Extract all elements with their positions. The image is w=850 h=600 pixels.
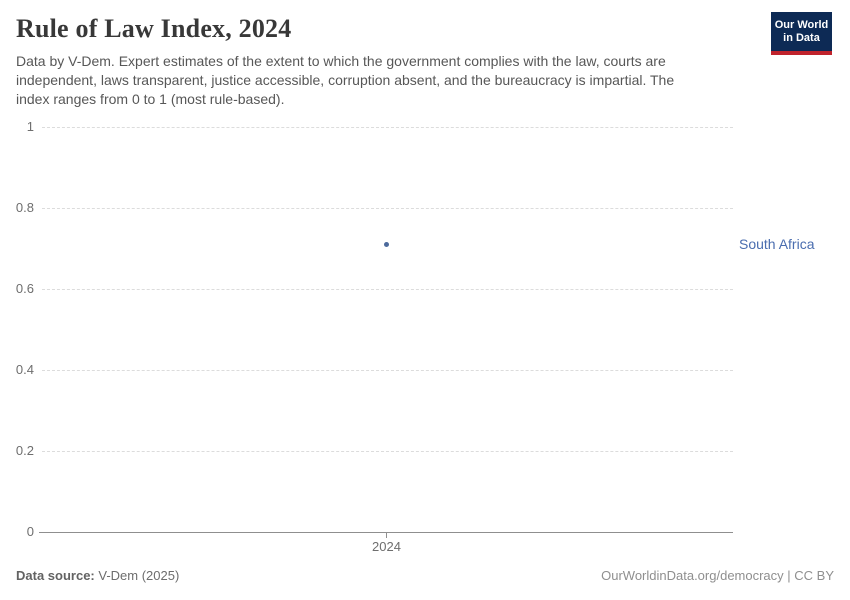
chart-subtitle-line: Data by V-Dem. Expert estimates of the e… <box>16 53 666 69</box>
chart-title: Rule of Law Index, 2024 <box>16 14 292 43</box>
gridline <box>42 127 733 128</box>
y-axis-tick-label: 0.8 <box>15 200 34 215</box>
gridline <box>42 451 733 452</box>
y-axis-tick-label: 1 <box>26 119 34 134</box>
data-point-south-africa[interactable] <box>384 241 389 247</box>
chart-subtitle-line: independent, laws transparent, justice a… <box>16 72 675 88</box>
entity-label-south-africa[interactable]: South Africa <box>739 236 815 253</box>
y-axis-tick-label: 0 <box>26 524 34 539</box>
gridline <box>42 208 733 209</box>
gridline <box>42 370 733 371</box>
x-axis-tick-mark <box>386 532 387 538</box>
data-source-value: V-Dem (2025) <box>94 568 180 583</box>
owid-logo[interactable]: Our World in Data <box>771 12 832 55</box>
owid-logo-text-line2: in Data <box>783 31 820 44</box>
x-axis-tick-label: 2024 <box>372 539 401 554</box>
attribution-link[interactable]: OurWorldinData.org/democracy | CC BY <box>601 568 834 583</box>
y-axis-tick-label: 0.2 <box>15 443 34 458</box>
y-axis-tick-label: 0.4 <box>15 362 34 377</box>
gridline <box>42 289 733 290</box>
chart-subtitle-line: index ranges from 0 to 1 (most rule-base… <box>16 91 285 107</box>
owid-logo-box: Our World in Data <box>771 12 832 51</box>
owid-logo-red-bar <box>771 51 832 55</box>
data-source-label: Data source: <box>16 568 95 583</box>
owid-logo-text-line1: Our World <box>774 18 829 31</box>
y-axis-tick-label: 0.6 <box>15 281 34 296</box>
chart-subtitle: Data by V-Dem. Expert estimates of the e… <box>16 52 736 109</box>
data-source-note: Data source: V-Dem (2025) <box>16 568 179 583</box>
